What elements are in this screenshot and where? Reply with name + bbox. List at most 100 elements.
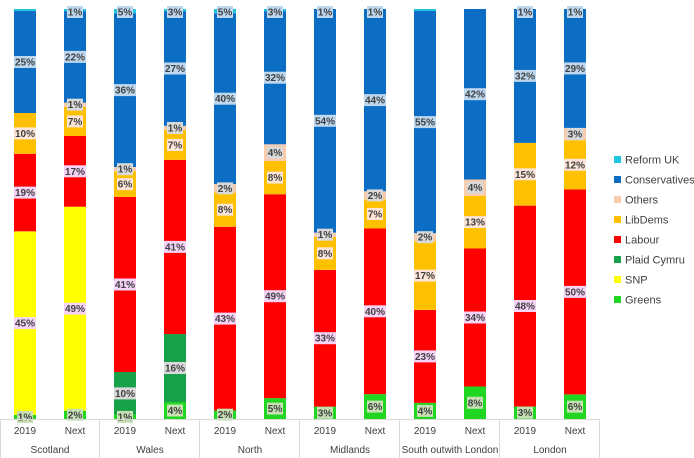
data-label-box xyxy=(317,228,333,241)
group-label: London xyxy=(533,445,566,456)
data-label: 23% xyxy=(415,352,435,363)
data-label-box xyxy=(64,50,86,63)
group-label: South outwith London xyxy=(402,445,499,456)
data-label: 7% xyxy=(68,117,83,128)
data-label: 17% xyxy=(415,271,435,282)
data-label-box xyxy=(114,278,136,291)
data-label: 50% xyxy=(565,287,585,298)
data-label-box xyxy=(267,402,283,415)
x-tick-label: 2019 xyxy=(514,426,537,437)
data-label: 4% xyxy=(168,406,183,417)
bar-segment-reform-uk-scotland-2019 xyxy=(14,9,36,12)
data-label: 8% xyxy=(218,205,233,216)
bars-layer xyxy=(14,9,586,419)
data-label: 8% xyxy=(468,398,483,409)
data-label-box xyxy=(367,400,383,413)
legend-swatch-plaid-cymru xyxy=(614,256,621,263)
data-label-box xyxy=(564,285,586,298)
data-label: 33% xyxy=(315,334,335,345)
data-label: 41% xyxy=(165,242,185,253)
data-label: 2% xyxy=(68,410,83,421)
data-label-box xyxy=(514,168,536,181)
data-label: 1% xyxy=(318,8,333,19)
data-label: 17% xyxy=(65,167,85,178)
data-label-box xyxy=(267,146,283,159)
data-label: 6% xyxy=(368,402,383,413)
data-label: 1% xyxy=(518,8,533,19)
legend-swatch-reform-uk xyxy=(614,156,621,163)
x-tick-label: 2019 xyxy=(414,426,437,437)
group-label: North xyxy=(238,445,262,456)
data-label: 34% xyxy=(465,313,485,324)
data-label: 3% xyxy=(168,8,183,19)
data-label-box xyxy=(517,6,533,18)
data-label: 16% xyxy=(165,364,185,375)
data-label-box xyxy=(417,231,433,244)
data-label: 54% xyxy=(315,116,335,127)
data-label-box xyxy=(364,94,386,107)
data-label-box xyxy=(264,71,286,84)
data-label-box xyxy=(564,158,586,171)
data-label: 5% xyxy=(218,8,233,19)
data-label: 5% xyxy=(118,8,133,19)
data-label-box xyxy=(64,165,86,178)
data-label: 3% xyxy=(518,408,533,419)
legend-swatch-libdems xyxy=(614,216,621,223)
data-label: 6% xyxy=(118,180,133,191)
data-label-box xyxy=(364,305,386,318)
x-tick-label: Next xyxy=(465,426,486,437)
legend-swatch-others xyxy=(614,196,621,203)
data-label-box xyxy=(367,189,383,202)
x-tick-label: Next xyxy=(65,426,86,437)
x-tick-label: 2019 xyxy=(114,426,137,437)
data-label: 3% xyxy=(318,408,333,419)
data-label-box xyxy=(164,62,186,75)
group-label: Midlands xyxy=(330,445,370,456)
data-label-box xyxy=(114,387,136,400)
data-label: 2% xyxy=(368,191,383,202)
data-label-box xyxy=(317,247,333,260)
data-label: 8% xyxy=(268,173,283,184)
data-label: 49% xyxy=(65,304,85,315)
data-label: 3% xyxy=(568,130,583,141)
data-label: 40% xyxy=(365,307,385,318)
data-label-box xyxy=(67,98,83,111)
data-label-box xyxy=(14,317,36,330)
data-label: 36% xyxy=(115,86,135,97)
data-label: 3% xyxy=(268,8,283,19)
data-label-box xyxy=(217,203,233,216)
data-label-box xyxy=(214,312,236,325)
legend-label-reform-uk: Reform UK xyxy=(625,155,680,167)
data-label: 1% xyxy=(68,8,83,19)
data-label-box xyxy=(464,311,486,324)
data-label: 13% xyxy=(465,218,485,229)
data-label-box xyxy=(114,84,136,97)
group-label: Wales xyxy=(136,445,163,456)
legend: Reform UK Conservatives Others LibDems Labou… xyxy=(614,155,694,307)
x-tick-label: Next xyxy=(265,426,286,437)
x-tick-label: 2019 xyxy=(314,426,337,437)
data-label: 48% xyxy=(515,302,535,313)
data-label-box xyxy=(514,300,536,312)
data-label-box xyxy=(414,350,436,363)
data-label-box xyxy=(264,290,286,303)
data-label-box xyxy=(314,332,336,345)
data-label: 1% xyxy=(118,412,133,423)
data-label: 1% xyxy=(68,100,83,111)
bar-segment-reform-uk-south-outwith-london-2019 xyxy=(414,9,436,12)
data-label-box xyxy=(67,408,83,421)
data-label-box xyxy=(314,114,336,127)
data-label: 19% xyxy=(15,188,35,199)
data-label-box xyxy=(367,6,383,18)
data-label-box xyxy=(67,115,83,128)
data-label-box xyxy=(317,6,333,18)
data-label-box xyxy=(517,406,533,419)
data-label-box xyxy=(367,208,383,220)
legend-swatch-greens xyxy=(614,296,621,303)
legend-label-greens: Greens xyxy=(625,295,662,307)
data-label-box xyxy=(417,404,433,417)
data-label: 2% xyxy=(218,184,233,195)
data-label: 1% xyxy=(118,165,133,176)
x-tick-label: Next xyxy=(565,426,586,437)
